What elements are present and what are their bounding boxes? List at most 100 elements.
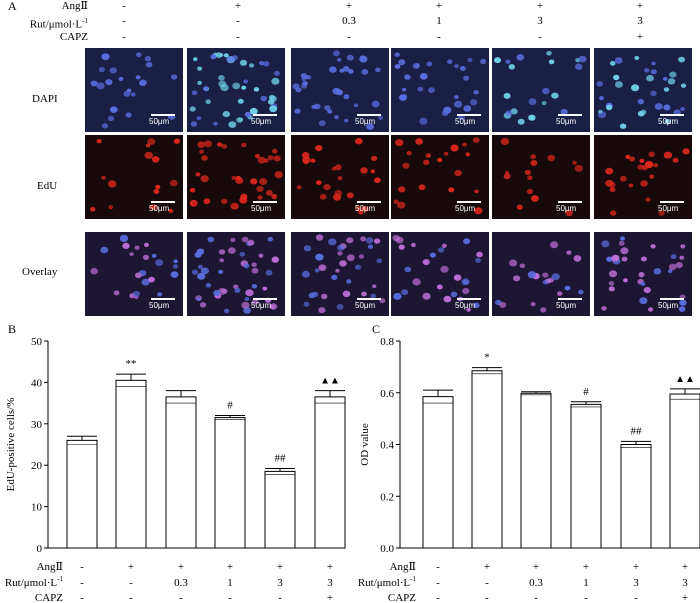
- cell-nucleus: [334, 190, 342, 197]
- cell-nucleus: [436, 284, 443, 290]
- cell-nucleus: [358, 254, 364, 259]
- scale-bar-text: 50μm: [556, 117, 577, 126]
- y-tick-label: 0: [37, 543, 43, 555]
- cell-nucleus: [205, 99, 211, 104]
- row-label-overlay: Overlay: [22, 266, 58, 278]
- cell-nucleus: [197, 264, 203, 270]
- significance-marker: *: [484, 352, 490, 364]
- cell-nucleus: [437, 157, 443, 163]
- cell-nucleus: [461, 278, 470, 286]
- cell-nucleus: [643, 287, 651, 294]
- micrograph-cells: [301, 234, 386, 314]
- y-tick-label: 20: [31, 460, 43, 472]
- cell-nucleus: [218, 53, 224, 57]
- cell-nucleus: [153, 189, 160, 194]
- cell-nucleus: [155, 184, 161, 190]
- micrograph-edu-5: 50μm: [492, 135, 590, 219]
- cell-nucleus: [644, 68, 650, 73]
- cell-nucleus: [415, 138, 423, 145]
- cell-nucleus: [203, 198, 211, 205]
- cell-nucleus: [331, 166, 337, 171]
- cell-nucleus: [332, 87, 341, 95]
- cell-nucleus: [346, 279, 352, 284]
- cell-nucleus: [641, 164, 649, 171]
- scale-bar: 50μm: [658, 201, 684, 214]
- cell-nucleus: [614, 57, 623, 64]
- condition-value: 3: [633, 577, 639, 589]
- cell-nucleus: [606, 256, 613, 262]
- cell-nucleus: [598, 109, 603, 114]
- condition-value: -: [584, 592, 588, 603]
- cell-nucleus: [441, 110, 449, 117]
- cell-nucleus: [130, 92, 136, 97]
- cell-nucleus: [259, 61, 265, 66]
- panel-a-capz-val-1: -: [122, 31, 126, 43]
- cell-nucleus: [321, 293, 328, 300]
- cell-nucleus: [443, 151, 449, 156]
- cell-nucleus: [257, 156, 266, 164]
- cell-nucleus: [256, 185, 264, 192]
- cell-nucleus: [241, 301, 250, 309]
- cell-nucleus: [548, 59, 555, 65]
- condition-row-label: CAPZ: [35, 592, 63, 603]
- cell-nucleus: [667, 269, 673, 274]
- cell-nucleus: [199, 149, 204, 154]
- cell-nucleus: [547, 154, 556, 162]
- cell-nucleus: [346, 254, 355, 262]
- panel-c-letter: C: [372, 322, 381, 336]
- bar: [620, 444, 652, 549]
- cell-nucleus: [650, 90, 657, 96]
- cell-nucleus: [669, 71, 677, 78]
- cell-nucleus: [303, 301, 310, 307]
- cell-nucleus: [510, 108, 518, 115]
- cell-nucleus: [218, 249, 226, 255]
- y-axis-label: OD value: [359, 423, 371, 466]
- condition-row-label: AngⅡ: [390, 561, 416, 573]
- micrograph-cells: [393, 137, 483, 215]
- y-tick-label: 40: [31, 377, 43, 389]
- cell-nucleus: [171, 74, 178, 80]
- condition-row-label: CAPZ: [388, 592, 416, 603]
- micrograph-overlay-6: 50μm: [594, 232, 692, 316]
- cell-nucleus: [625, 154, 631, 159]
- cell-nucleus: [148, 276, 155, 283]
- cell-nucleus: [327, 109, 333, 114]
- cell-nucleus: [517, 118, 525, 125]
- cell-nucleus: [541, 101, 547, 106]
- micrograph-dapi-3: 50μm: [291, 48, 389, 132]
- cell-nucleus: [454, 100, 463, 108]
- cell-nucleus: [264, 158, 269, 163]
- cell-nucleus: [323, 184, 331, 191]
- cell-nucleus: [596, 81, 603, 87]
- cell-nucleus: [361, 206, 367, 210]
- cell-nucleus: [355, 264, 361, 270]
- cell-nucleus: [244, 111, 251, 117]
- condition-value: -: [485, 592, 489, 603]
- cell-nucleus: [144, 242, 149, 247]
- cell-nucleus: [429, 252, 436, 258]
- cell-nucleus: [107, 115, 115, 122]
- cell-nucleus: [218, 269, 224, 274]
- condition-value: 3: [277, 577, 283, 589]
- cell-nucleus: [251, 298, 259, 305]
- cell-nucleus: [401, 289, 409, 296]
- cell-nucleus: [663, 151, 673, 159]
- scale-bar-text: 50μm: [251, 301, 272, 310]
- cell-nucleus: [98, 67, 106, 73]
- cell-nucleus: [241, 85, 247, 90]
- scale-bar-line: [457, 298, 481, 300]
- cell-nucleus: [274, 171, 283, 179]
- cell-nucleus: [196, 248, 205, 255]
- scale-bar: 50μm: [658, 298, 684, 311]
- cell-nucleus: [401, 87, 407, 92]
- cell-nucleus: [331, 274, 338, 281]
- cell-nucleus: [226, 56, 235, 63]
- cell-nucleus: [273, 155, 281, 162]
- cell-nucleus: [601, 240, 610, 248]
- cell-nucleus: [119, 234, 129, 242]
- cell-nucleus: [230, 237, 236, 243]
- cell-nucleus: [311, 291, 319, 298]
- cell-nucleus: [342, 66, 350, 72]
- micrograph-dapi-5: 50μm: [492, 48, 590, 132]
- scale-bar: 50μm: [355, 114, 381, 127]
